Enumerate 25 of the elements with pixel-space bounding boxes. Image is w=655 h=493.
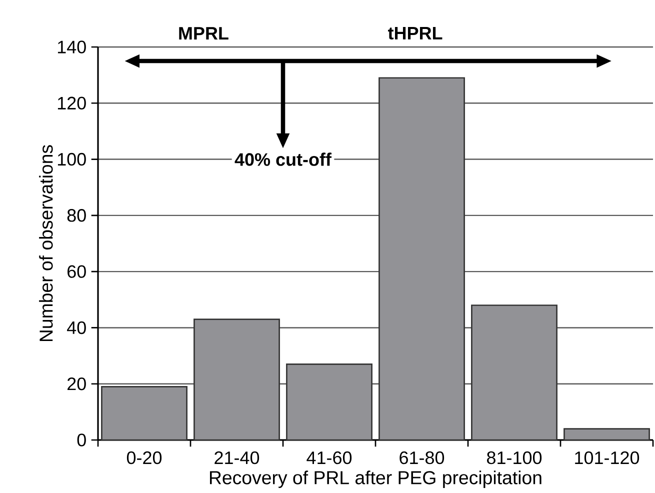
text: MPRL — [179, 27, 228, 40]
y-tick-label: 20 — [68, 377, 86, 390]
y-tick-label: 0 — [77, 434, 86, 446]
x-tick-label: 41-60 — [306, 451, 352, 464]
x-tick-label: 61-80 — [400, 451, 444, 464]
x-axis-title: Recovery of PRL after PEG precipitation — [210, 470, 542, 488]
y-tick-label: 60 — [68, 265, 86, 278]
y-axis-title: Number of observations — [39, 145, 53, 342]
x-tick-label: 21-40 — [214, 451, 260, 464]
x-tick-label: 101-120 — [575, 451, 640, 464]
annotation: 40% cut-off — [234, 152, 332, 166]
y-tick-label: 40 — [67, 321, 86, 334]
x-tick-label: 81-100 — [487, 451, 542, 464]
x-tick-label: 0-20 — [126, 451, 162, 464]
y-tick-label: 140 — [58, 40, 86, 54]
y-tick-label: 80 — [67, 209, 86, 222]
bar — [378, 77, 465, 441]
bar — [194, 318, 280, 441]
bar — [564, 428, 650, 441]
y-tick-label: 120 — [58, 96, 86, 110]
text: tHPRL — [388, 26, 442, 40]
bar — [471, 304, 558, 441]
bar — [286, 364, 372, 441]
bar — [101, 386, 188, 441]
y-tick-label: 100 — [58, 152, 86, 166]
